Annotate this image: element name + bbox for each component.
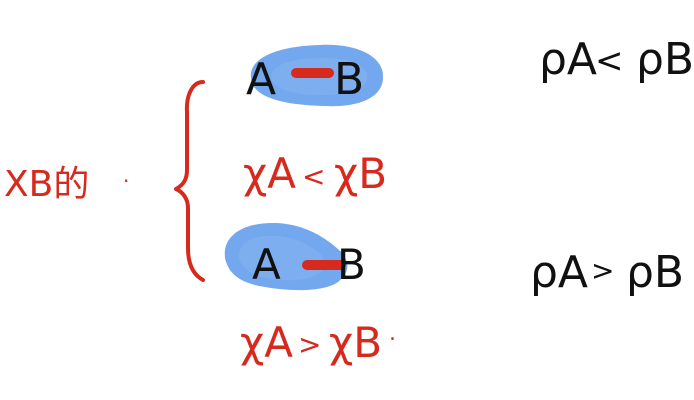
- bottom-relation-dot: .: [389, 321, 396, 346]
- right-top-lhs: ρA: [539, 34, 597, 85]
- right-bottom-op: >: [591, 254, 614, 287]
- bottom-bond: A B: [252, 240, 366, 289]
- bottom-relation: χA > χB .: [240, 318, 396, 367]
- right-bottom-relation: ρA > ρB: [530, 247, 684, 298]
- left-label-dot: .: [123, 163, 129, 187]
- right-top-rhs: ρB: [636, 34, 694, 85]
- top-relation-lhs: χA: [243, 149, 296, 198]
- bottom-relation-lhs: χA: [240, 318, 293, 367]
- bottom-bond-highlight: [224, 222, 348, 291]
- right-top-relation: ρA < ρB: [539, 34, 694, 85]
- top-relation: χA < χB: [243, 149, 387, 198]
- bottom-atom-b: B: [337, 240, 366, 289]
- curly-brace: [174, 80, 205, 282]
- top-bond: A B: [246, 54, 364, 105]
- top-atom-b: B: [334, 54, 364, 105]
- left-label-text: XB的: [4, 164, 89, 205]
- left-label-group: XB的 .: [4, 163, 129, 205]
- right-bottom-lhs: ρA: [530, 247, 588, 298]
- top-relation-rhs: χB: [334, 149, 387, 198]
- top-relation-op: <: [302, 160, 325, 193]
- right-bottom-rhs: ρB: [626, 247, 684, 298]
- bottom-relation-rhs: χB: [329, 318, 382, 367]
- top-atom-a: A: [246, 54, 276, 105]
- bottom-atom-a: A: [252, 240, 281, 289]
- bottom-relation-op: >: [298, 328, 321, 361]
- right-top-op: <: [595, 41, 624, 81]
